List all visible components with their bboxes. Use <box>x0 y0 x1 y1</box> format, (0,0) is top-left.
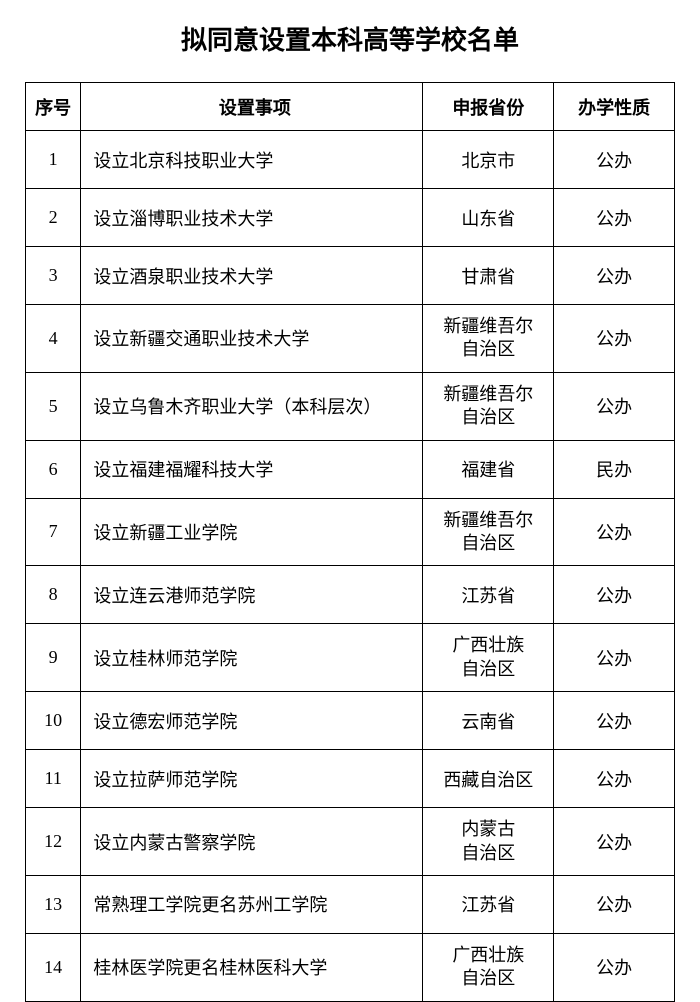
cell-num: 6 <box>26 440 81 498</box>
cell-type: 公办 <box>554 305 675 373</box>
table-row: 7设立新疆工业学院新疆维吾尔自治区公办 <box>26 498 675 566</box>
table-row: 14桂林医学院更名桂林医科大学广西壮族自治区公办 <box>26 933 675 1001</box>
cell-num: 11 <box>26 750 81 808</box>
cell-item: 设立新疆交通职业技术大学 <box>81 305 423 373</box>
cell-province: 江苏省 <box>423 566 554 624</box>
cell-province: 云南省 <box>423 692 554 750</box>
cell-item: 设立乌鲁木齐职业大学（本科层次） <box>81 372 423 440</box>
cell-num: 8 <box>26 566 81 624</box>
cell-item: 设立德宏师范学院 <box>81 692 423 750</box>
table-body: 1设立北京科技职业大学北京市公办2设立淄博职业技术大学山东省公办3设立酒泉职业技… <box>26 131 675 1002</box>
cell-type: 公办 <box>554 808 675 876</box>
table-row: 4设立新疆交通职业技术大学新疆维吾尔自治区公办 <box>26 305 675 373</box>
cell-type: 公办 <box>554 692 675 750</box>
schools-table: 序号 设置事项 申报省份 办学性质 1设立北京科技职业大学北京市公办2设立淄博职… <box>25 82 675 1002</box>
cell-num: 4 <box>26 305 81 373</box>
cell-num: 5 <box>26 372 81 440</box>
cell-num: 10 <box>26 692 81 750</box>
cell-item: 设立桂林师范学院 <box>81 624 423 692</box>
table-row: 9设立桂林师范学院广西壮族自治区公办 <box>26 624 675 692</box>
table-row: 13常熟理工学院更名苏州工学院江苏省公办 <box>26 875 675 933</box>
cell-type: 公办 <box>554 498 675 566</box>
cell-num: 13 <box>26 875 81 933</box>
cell-type: 公办 <box>554 624 675 692</box>
table-row: 6设立福建福耀科技大学福建省民办 <box>26 440 675 498</box>
cell-type: 民办 <box>554 440 675 498</box>
cell-province: 新疆维吾尔自治区 <box>423 498 554 566</box>
cell-type: 公办 <box>554 750 675 808</box>
cell-item: 设立新疆工业学院 <box>81 498 423 566</box>
cell-province: 山东省 <box>423 189 554 247</box>
cell-province: 新疆维吾尔自治区 <box>423 305 554 373</box>
cell-province: 福建省 <box>423 440 554 498</box>
cell-province: 广西壮族自治区 <box>423 933 554 1001</box>
cell-num: 12 <box>26 808 81 876</box>
cell-type: 公办 <box>554 131 675 189</box>
cell-num: 7 <box>26 498 81 566</box>
cell-num: 9 <box>26 624 81 692</box>
cell-item: 设立淄博职业技术大学 <box>81 189 423 247</box>
header-province: 申报省份 <box>423 83 554 131</box>
header-type: 办学性质 <box>554 83 675 131</box>
cell-num: 14 <box>26 933 81 1001</box>
cell-num: 1 <box>26 131 81 189</box>
cell-item: 设立福建福耀科技大学 <box>81 440 423 498</box>
cell-province: 广西壮族自治区 <box>423 624 554 692</box>
cell-item: 设立内蒙古警察学院 <box>81 808 423 876</box>
table-row: 5设立乌鲁木齐职业大学（本科层次）新疆维吾尔自治区公办 <box>26 372 675 440</box>
cell-province: 西藏自治区 <box>423 750 554 808</box>
cell-type: 公办 <box>554 566 675 624</box>
cell-item: 设立连云港师范学院 <box>81 566 423 624</box>
cell-item: 桂林医学院更名桂林医科大学 <box>81 933 423 1001</box>
cell-type: 公办 <box>554 875 675 933</box>
cell-province: 甘肃省 <box>423 247 554 305</box>
table-header-row: 序号 设置事项 申报省份 办学性质 <box>26 83 675 131</box>
cell-province: 江苏省 <box>423 875 554 933</box>
cell-type: 公办 <box>554 933 675 1001</box>
table-row: 2设立淄博职业技术大学山东省公办 <box>26 189 675 247</box>
table-row: 10设立德宏师范学院云南省公办 <box>26 692 675 750</box>
cell-province: 北京市 <box>423 131 554 189</box>
cell-type: 公办 <box>554 189 675 247</box>
table-row: 8设立连云港师范学院江苏省公办 <box>26 566 675 624</box>
cell-item: 常熟理工学院更名苏州工学院 <box>81 875 423 933</box>
cell-item: 设立拉萨师范学院 <box>81 750 423 808</box>
table-row: 3设立酒泉职业技术大学甘肃省公办 <box>26 247 675 305</box>
table-row: 1设立北京科技职业大学北京市公办 <box>26 131 675 189</box>
cell-item: 设立酒泉职业技术大学 <box>81 247 423 305</box>
cell-type: 公办 <box>554 247 675 305</box>
page-title: 拟同意设置本科高等学校名单 <box>25 20 675 57</box>
table-row: 12设立内蒙古警察学院内蒙古自治区公办 <box>26 808 675 876</box>
table-row: 11设立拉萨师范学院西藏自治区公办 <box>26 750 675 808</box>
header-item: 设置事项 <box>81 83 423 131</box>
cell-num: 3 <box>26 247 81 305</box>
cell-type: 公办 <box>554 372 675 440</box>
cell-province: 内蒙古自治区 <box>423 808 554 876</box>
cell-num: 2 <box>26 189 81 247</box>
cell-item: 设立北京科技职业大学 <box>81 131 423 189</box>
header-num: 序号 <box>26 83 81 131</box>
cell-province: 新疆维吾尔自治区 <box>423 372 554 440</box>
